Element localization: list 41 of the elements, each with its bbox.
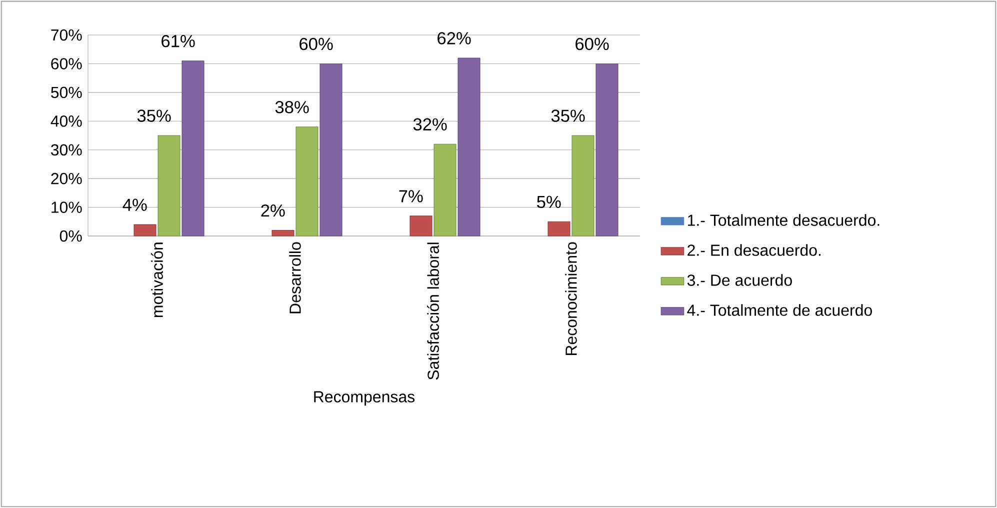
y-tick-label: 40% bbox=[50, 115, 82, 127]
y-tick-label: 70% bbox=[51, 29, 82, 41]
y-tick-label: 10% bbox=[52, 202, 82, 213]
bar bbox=[158, 135, 180, 236]
y-tick-label: 30% bbox=[50, 144, 82, 156]
data-label: 4% bbox=[122, 198, 147, 211]
data-label: 35% bbox=[137, 110, 171, 122]
x-tick-label: Desarrollo bbox=[289, 242, 301, 314]
data-label: 2% bbox=[261, 204, 285, 217]
data-label: 5% bbox=[537, 196, 561, 208]
bar bbox=[548, 221, 570, 236]
bar bbox=[434, 144, 456, 236]
bar bbox=[410, 216, 432, 236]
data-label: 62% bbox=[438, 32, 471, 44]
legend-label: 1.- Totalmente desacuerdo. bbox=[688, 214, 880, 226]
bar bbox=[572, 135, 594, 236]
bar bbox=[182, 60, 204, 236]
legend-label: 4.- Totalmente de acuerdo bbox=[687, 304, 872, 316]
bar bbox=[458, 58, 480, 236]
y-tick-label: 20% bbox=[51, 172, 82, 184]
data-label: 32% bbox=[413, 118, 447, 131]
legend-label: 2.- En desacuerdo. bbox=[688, 244, 820, 256]
y-tick-label: 50% bbox=[51, 86, 82, 98]
x-tick-label: motivación bbox=[151, 242, 163, 318]
data-label: 60% bbox=[576, 38, 609, 50]
bar bbox=[596, 63, 618, 236]
legend-label: 3.- De acuerdo bbox=[687, 274, 792, 286]
bar bbox=[296, 126, 318, 236]
data-label: 60% bbox=[300, 38, 333, 50]
bar bbox=[272, 230, 294, 236]
x-axis-title: Recompensas bbox=[314, 391, 415, 406]
x-tick-label: Satisfacción laboral bbox=[427, 242, 439, 380]
bar bbox=[320, 63, 342, 236]
bar bbox=[134, 224, 156, 236]
y-tick-label: 0% bbox=[60, 230, 82, 242]
data-label: 38% bbox=[275, 101, 309, 114]
data-label: 35% bbox=[551, 110, 585, 122]
y-tick-label: 60% bbox=[51, 58, 82, 70]
data-label: 7% bbox=[399, 190, 423, 202]
data-label: 61% bbox=[162, 34, 195, 48]
x-tick-label: Reconocimiento bbox=[565, 242, 577, 356]
